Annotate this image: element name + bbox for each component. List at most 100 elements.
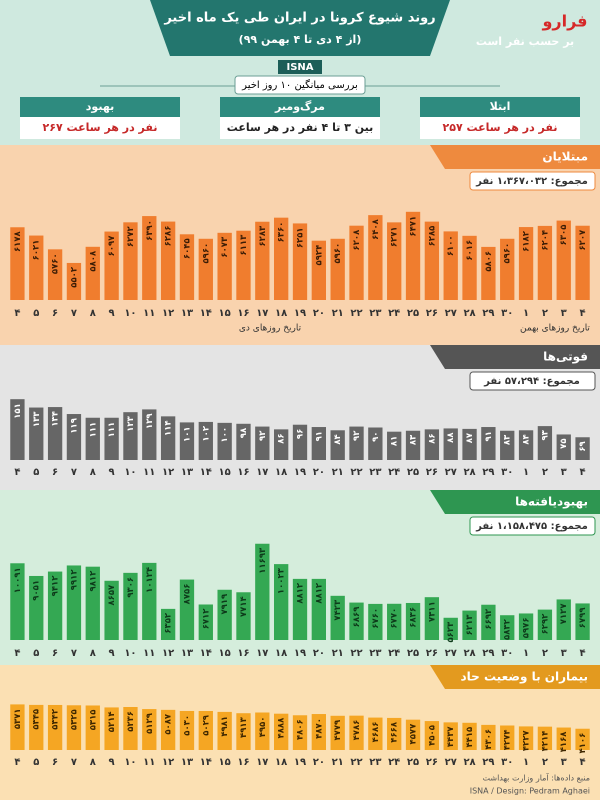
x-tick-label: ۱۶ bbox=[237, 467, 249, 478]
bar bbox=[85, 705, 100, 750]
x-tick-label: ۱۳ bbox=[181, 757, 193, 768]
box-body bbox=[20, 117, 180, 139]
x-tick-label: ۲۱ bbox=[332, 467, 344, 478]
box-value: ۲۶۷ نفر در هر ساعت bbox=[43, 121, 158, 134]
x-tick-label: ۱۰ bbox=[124, 757, 136, 768]
bar bbox=[575, 728, 590, 750]
value-label: ۹۲ bbox=[258, 430, 268, 441]
bar bbox=[104, 417, 119, 460]
x-tick-label: ۲۰ bbox=[313, 648, 325, 659]
bar bbox=[387, 222, 402, 300]
x-tick-label: ۱۶ bbox=[237, 648, 249, 659]
x-tick-label: ۲۲ bbox=[350, 757, 362, 768]
bar bbox=[556, 434, 571, 460]
agency: ISNA bbox=[286, 62, 313, 73]
x-tick-label: ۲۵ bbox=[407, 308, 419, 319]
x-tick-label: ۴ bbox=[580, 648, 586, 659]
bar bbox=[10, 704, 25, 750]
value-label: ۶۳۹۰ bbox=[145, 220, 155, 241]
bar bbox=[424, 429, 440, 460]
x-tick-label: ۱۹ bbox=[294, 648, 306, 659]
x-tick-label: ۹ bbox=[109, 757, 115, 768]
value-label: ۶۰۲۱ bbox=[32, 240, 42, 261]
x-tick-label: ۲۰ bbox=[313, 308, 325, 319]
x-tick-label: ۱۸ bbox=[275, 308, 287, 319]
x-tick-label: ۱۲ bbox=[162, 648, 174, 659]
bar bbox=[387, 717, 402, 750]
value-label: ۴۸۸۸ bbox=[277, 717, 287, 739]
value-label: ۴۹۱۳ bbox=[239, 716, 249, 738]
value-label: ۵۹۶۰ bbox=[201, 243, 211, 264]
x-tick-label: ۱۰ bbox=[124, 648, 136, 659]
value-label: ۶۰۱۶ bbox=[465, 240, 475, 261]
x-tick-label: ۲۸ bbox=[463, 467, 475, 478]
x-tick-label: ۲ bbox=[542, 308, 548, 319]
bar bbox=[29, 575, 44, 640]
bar bbox=[160, 709, 176, 750]
bar bbox=[462, 235, 477, 300]
x-tick-label: ۲۸ bbox=[463, 757, 475, 768]
value-label: ۵۹۶۰ bbox=[333, 243, 343, 264]
x-tick-label: ۳ bbox=[561, 648, 567, 659]
summary-box bbox=[234, 75, 366, 95]
x-tick-label: ۱۹ bbox=[294, 467, 306, 478]
bar bbox=[481, 604, 496, 640]
bar bbox=[556, 220, 571, 300]
unit-note: بر حسب نفر است bbox=[476, 35, 574, 48]
bar bbox=[349, 715, 364, 750]
value-label: ۸۸۱۲ bbox=[296, 582, 306, 604]
value-label: ۶۱۰۰ bbox=[446, 235, 456, 256]
x-tick-label: ۲۴ bbox=[388, 757, 400, 768]
value-label: ۶۸۶۹ bbox=[352, 606, 362, 628]
x-tick-label: ۱۱ bbox=[143, 467, 155, 478]
value-label: ۸۴ bbox=[522, 434, 532, 444]
bar bbox=[462, 722, 477, 750]
bar bbox=[349, 225, 364, 300]
bar bbox=[255, 221, 270, 300]
bar bbox=[47, 571, 63, 640]
bar bbox=[537, 609, 553, 640]
x-tick-label: ۸ bbox=[90, 308, 96, 319]
value-label: ۸۳ bbox=[409, 434, 419, 445]
value-label: ۱۲۹ bbox=[145, 413, 155, 429]
x-tick-label: ۲۷ bbox=[445, 467, 457, 478]
bar bbox=[29, 407, 44, 460]
x-tick-label: ۲۶ bbox=[426, 648, 438, 659]
value-label: ۹۲ bbox=[352, 430, 362, 441]
value-label: ۹۱ bbox=[484, 431, 494, 441]
bar bbox=[274, 217, 289, 300]
value-label: ۱۰۰۲۳ bbox=[277, 567, 287, 594]
x-tick-label: ۱۷ bbox=[256, 757, 268, 768]
bar bbox=[330, 238, 345, 300]
x-tick-label: ۱۹ bbox=[294, 308, 306, 319]
bar bbox=[311, 578, 326, 640]
x-tick-label: ۲۲ bbox=[350, 467, 362, 478]
value-label: ۵۰۳۰ bbox=[182, 715, 192, 736]
bar bbox=[405, 719, 421, 750]
bar bbox=[368, 717, 383, 750]
x-tick-label: ۲۹ bbox=[482, 308, 494, 319]
box-body bbox=[220, 117, 380, 139]
panel-bg bbox=[0, 345, 600, 490]
bar bbox=[387, 603, 402, 640]
value-label: ۸۷ bbox=[465, 432, 475, 443]
value-label: ۶۲۸۳ bbox=[258, 225, 268, 247]
bar bbox=[217, 589, 232, 640]
bar bbox=[236, 592, 251, 640]
x-tick-label: ۷ bbox=[71, 757, 77, 768]
value-label: ۶۱۱۳ bbox=[239, 234, 249, 256]
bar bbox=[424, 721, 440, 750]
x-tick-label: ۴ bbox=[14, 648, 20, 659]
value-label: ۵۰۸۷ bbox=[164, 713, 174, 735]
x-tick-label: ۲ bbox=[542, 467, 548, 478]
bar bbox=[349, 602, 364, 640]
bar bbox=[198, 421, 213, 460]
value-label: ۶۳۶۰ bbox=[277, 222, 287, 243]
value-label: ۹۹۱۲ bbox=[69, 569, 79, 591]
x-tick-label: ۲۸ bbox=[463, 308, 475, 319]
value-label: ۸۳ bbox=[503, 434, 513, 445]
x-tick-label: ۶ bbox=[52, 467, 58, 478]
bar bbox=[255, 543, 270, 640]
value-label: ۱۰۱۲۴ bbox=[145, 567, 155, 593]
bar bbox=[29, 704, 44, 750]
